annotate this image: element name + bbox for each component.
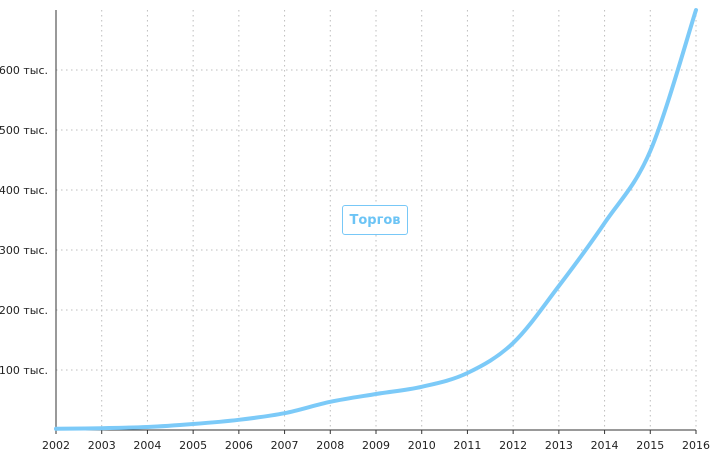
x-tick-label: 2002: [42, 439, 70, 452]
grid: [56, 10, 697, 430]
legend-label: Торгов: [349, 212, 401, 228]
x-tick-label: 2011: [453, 439, 481, 452]
x-tick-label: 2009: [362, 439, 390, 452]
x-tick-label: 2006: [225, 439, 253, 452]
x-tick-label: 2007: [271, 439, 299, 452]
series: [54, 8, 698, 431]
x-axis-ticks: 2002 2003 2004 2005 2006 2007 2008 2009 2010 2011…: [42, 430, 710, 452]
x-tick-label: 2004: [133, 439, 161, 452]
x-tick-label: 2005: [179, 439, 207, 452]
series-line: [54, 8, 698, 431]
y-axis-ticks: 100 тыс. 200 тыс. 300 тыс. 400 тыс. 500 тыс.…: [0, 64, 48, 377]
y-tick-label: 400 тыс.: [0, 184, 48, 197]
y-tick-label: 200 тыс.: [0, 304, 48, 317]
y-tick-label: 300 тыс.: [0, 244, 48, 257]
x-tick-label: 2013: [545, 439, 573, 452]
x-tick-label: 2014: [591, 439, 619, 452]
legend: Торгов: [342, 205, 408, 235]
x-tick-label: 2016: [682, 439, 710, 452]
x-tick-label: 2008: [316, 439, 344, 452]
x-tick-label: 2010: [408, 439, 436, 452]
x-tick-label: 2012: [499, 439, 527, 452]
y-tick-label: 500 тыс.: [0, 124, 48, 137]
x-tick-label: 2015: [636, 439, 664, 452]
x-tick-label: 2003: [88, 439, 116, 452]
y-tick-label: 100 тыс.: [0, 364, 48, 377]
y-tick-label: 600 тыс.: [0, 64, 48, 77]
